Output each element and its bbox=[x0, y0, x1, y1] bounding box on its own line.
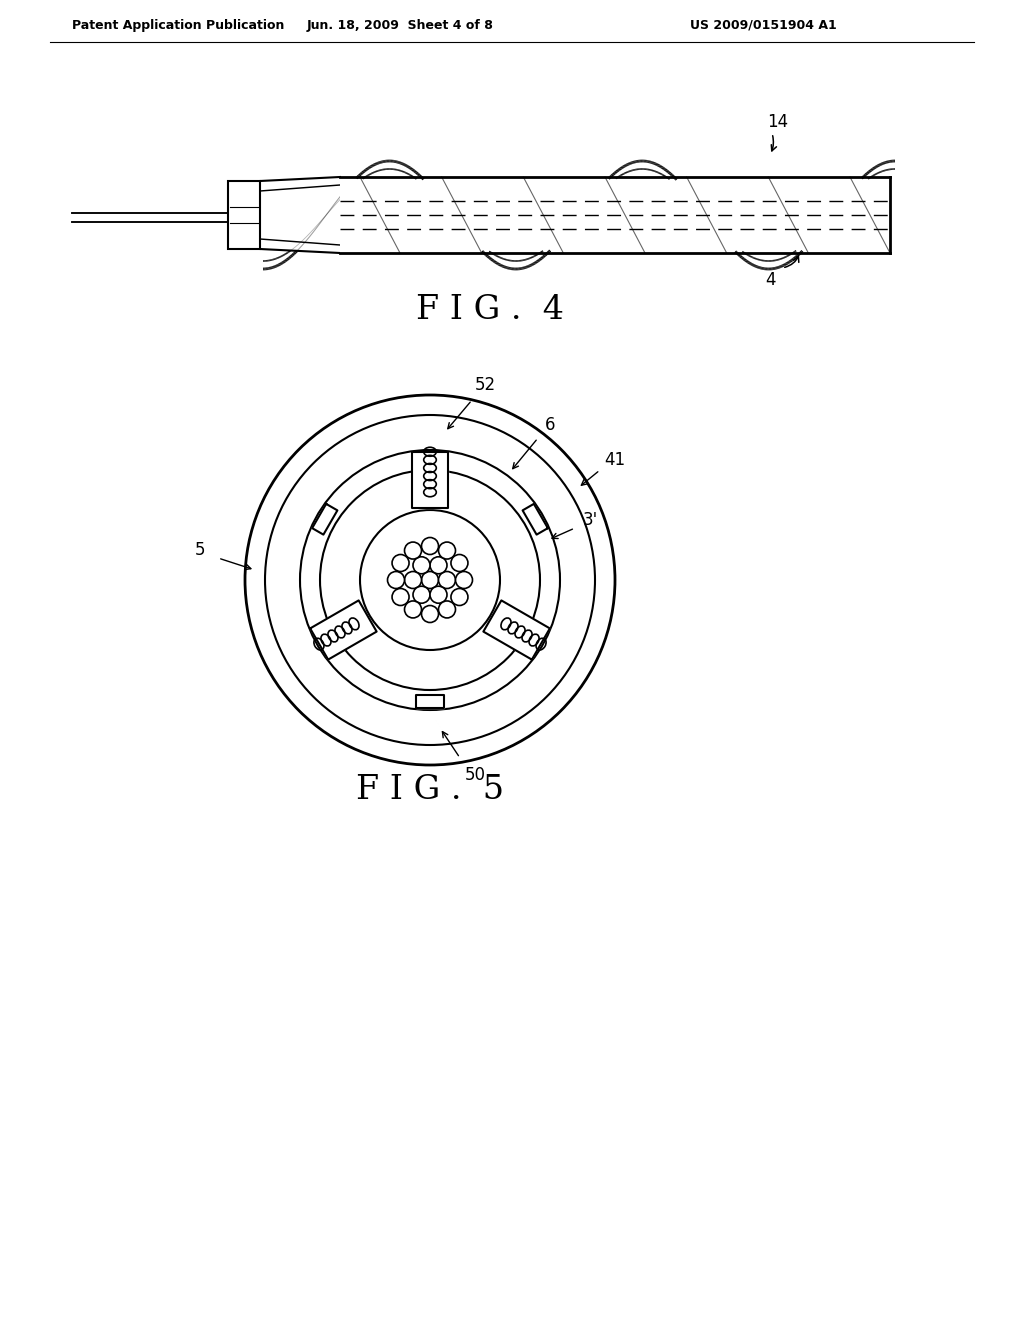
Polygon shape bbox=[483, 601, 550, 660]
Circle shape bbox=[438, 601, 456, 618]
Circle shape bbox=[360, 510, 500, 649]
Circle shape bbox=[422, 606, 438, 623]
Circle shape bbox=[319, 470, 540, 690]
Text: 50: 50 bbox=[465, 766, 485, 784]
Circle shape bbox=[265, 414, 595, 744]
Circle shape bbox=[422, 537, 438, 554]
Circle shape bbox=[392, 589, 409, 606]
Text: 4: 4 bbox=[765, 271, 775, 289]
Circle shape bbox=[300, 450, 560, 710]
Circle shape bbox=[404, 601, 422, 618]
Polygon shape bbox=[310, 601, 377, 660]
Circle shape bbox=[392, 554, 409, 572]
Text: 3': 3' bbox=[583, 511, 598, 529]
Circle shape bbox=[422, 572, 438, 589]
Text: 14: 14 bbox=[767, 114, 788, 131]
Text: 5: 5 bbox=[195, 541, 205, 558]
Circle shape bbox=[387, 572, 404, 589]
Circle shape bbox=[438, 543, 456, 560]
Circle shape bbox=[413, 557, 430, 574]
Text: 6: 6 bbox=[545, 416, 555, 434]
Circle shape bbox=[438, 572, 456, 589]
Circle shape bbox=[413, 586, 430, 603]
Circle shape bbox=[245, 395, 615, 766]
Circle shape bbox=[430, 586, 447, 603]
Circle shape bbox=[404, 572, 422, 589]
Text: Jun. 18, 2009  Sheet 4 of 8: Jun. 18, 2009 Sheet 4 of 8 bbox=[306, 18, 494, 32]
Polygon shape bbox=[312, 504, 337, 535]
Bar bbox=[340, 177, 890, 253]
Circle shape bbox=[430, 557, 447, 574]
Circle shape bbox=[456, 572, 472, 589]
Polygon shape bbox=[412, 451, 449, 508]
Text: Patent Application Publication: Patent Application Publication bbox=[72, 18, 285, 32]
Circle shape bbox=[451, 554, 468, 572]
Polygon shape bbox=[522, 504, 548, 535]
Text: F I G .  4: F I G . 4 bbox=[416, 294, 564, 326]
Polygon shape bbox=[416, 696, 444, 708]
Text: 41: 41 bbox=[604, 451, 626, 469]
Text: F I G .  5: F I G . 5 bbox=[356, 774, 504, 807]
Text: US 2009/0151904 A1: US 2009/0151904 A1 bbox=[690, 18, 837, 32]
Bar bbox=[228, 181, 260, 249]
Circle shape bbox=[451, 589, 468, 606]
Circle shape bbox=[404, 543, 422, 560]
Text: 52: 52 bbox=[474, 376, 496, 393]
